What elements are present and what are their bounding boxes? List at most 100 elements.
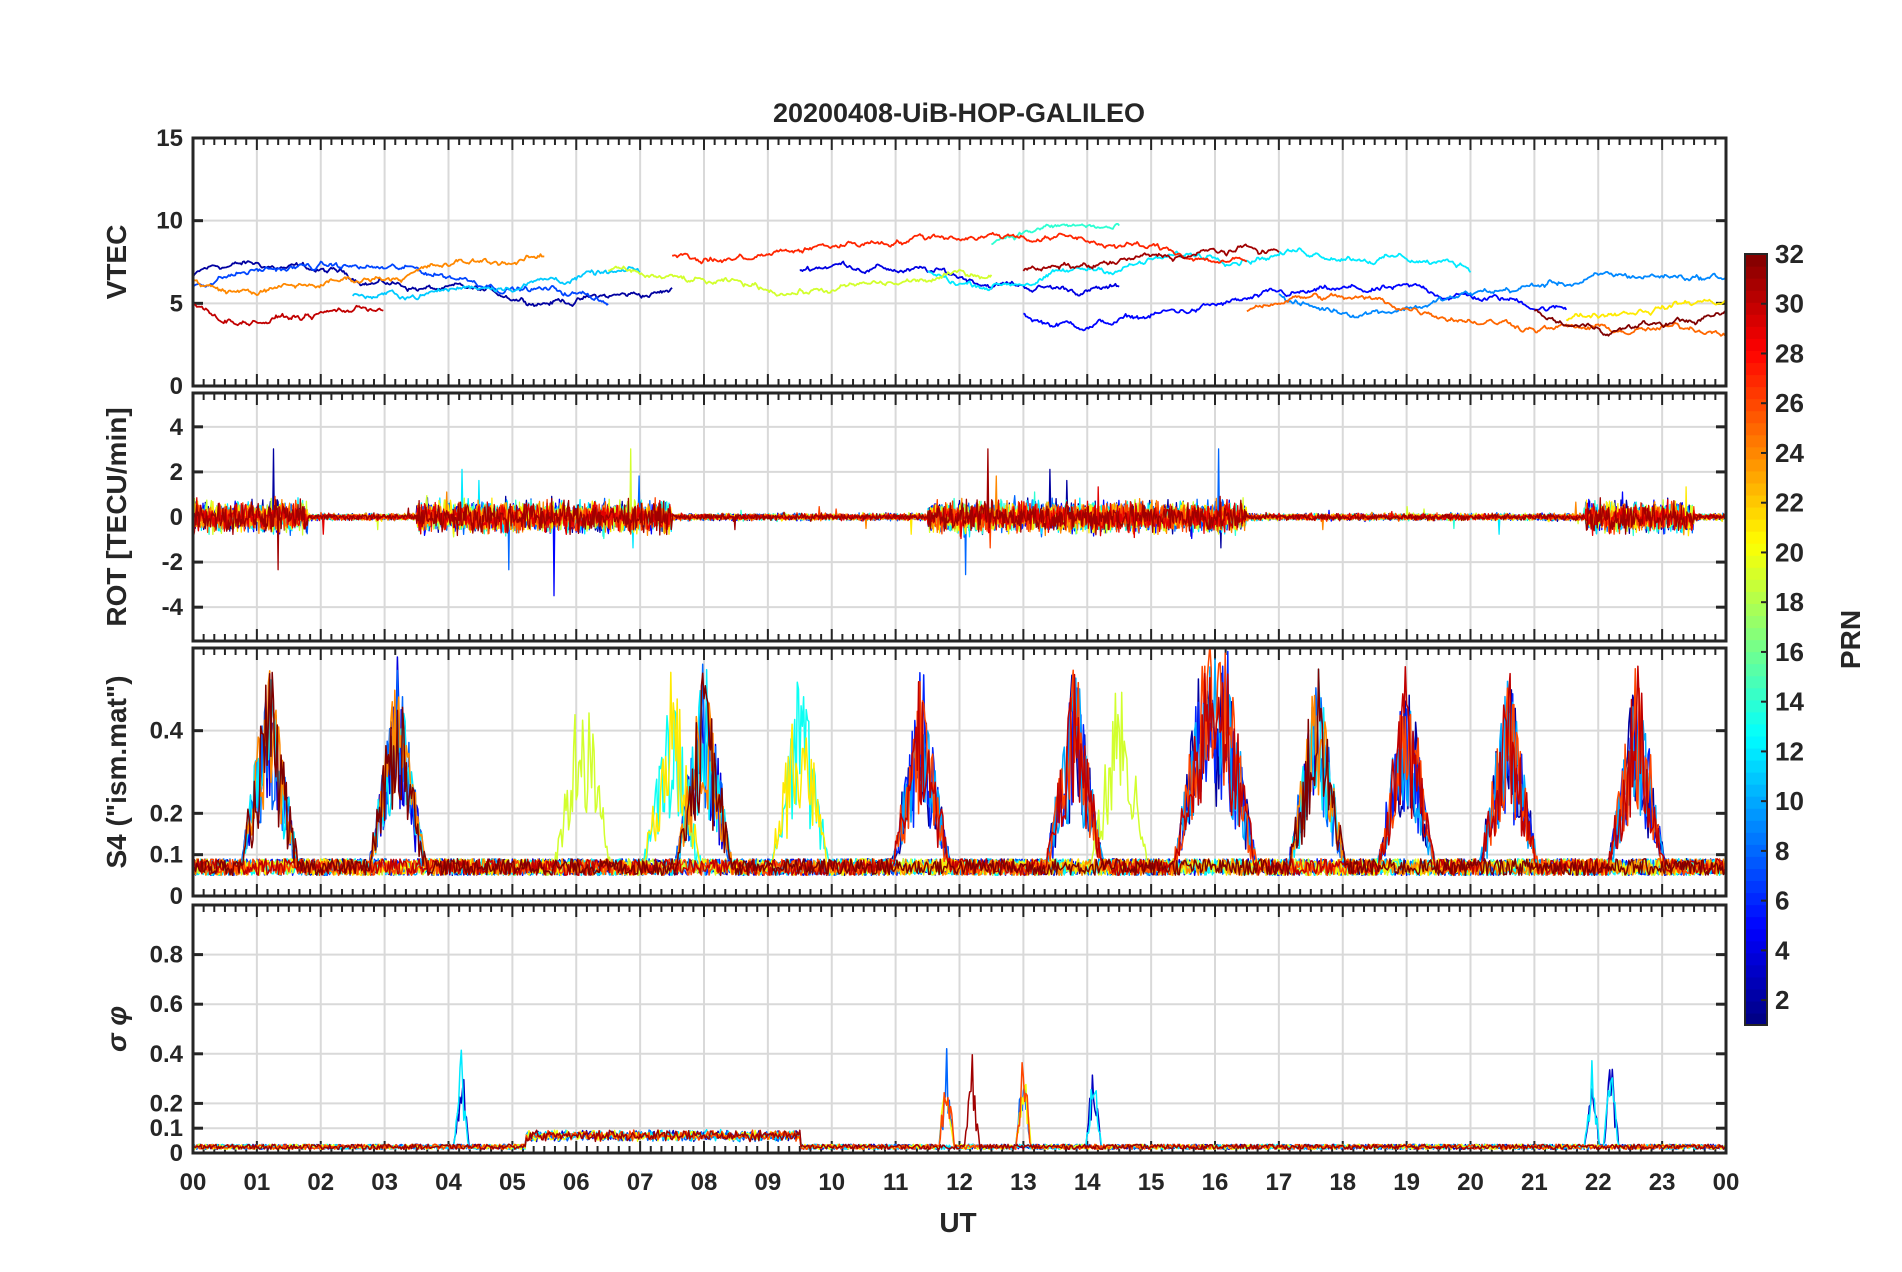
x-tick-label: 01 bbox=[244, 1169, 271, 1196]
axes-frame bbox=[191, 391, 1728, 643]
x-tick-label: 10 bbox=[818, 1169, 845, 1196]
data-series-line bbox=[672, 231, 1247, 265]
colorbar-segment bbox=[1745, 699, 1767, 713]
colorbar-segment bbox=[1745, 446, 1767, 460]
colorbar-segment bbox=[1745, 844, 1767, 857]
colorbar-segment bbox=[1745, 374, 1767, 388]
x-tick-label: 14 bbox=[1074, 1169, 1101, 1196]
y-tick-label: 0.8 bbox=[150, 942, 183, 969]
colorbar-segment bbox=[1745, 808, 1767, 821]
colorbar-segment bbox=[1745, 338, 1767, 351]
colorbar-segment bbox=[1745, 266, 1767, 279]
x-tick-label: 03 bbox=[371, 1169, 398, 1196]
x-tick-label: 06 bbox=[563, 1169, 590, 1196]
y-tick-label: 0.4 bbox=[150, 1041, 184, 1068]
colorbar-segment bbox=[1745, 964, 1767, 978]
colorbar-segment bbox=[1745, 916, 1767, 930]
colorbar-segment bbox=[1745, 952, 1767, 966]
colorbar-segment bbox=[1745, 711, 1767, 725]
colorbar-segment bbox=[1745, 723, 1767, 737]
colorbar-segment bbox=[1745, 687, 1767, 701]
x-tick-label: 12 bbox=[946, 1169, 973, 1196]
data-series-line bbox=[1565, 298, 1726, 322]
colorbar-segment bbox=[1745, 784, 1767, 797]
chart-title: 20200408-UiB-HOP-GALILEO bbox=[773, 98, 1145, 128]
colorbar-segment bbox=[1745, 591, 1767, 604]
colorbar-tick-label: 24 bbox=[1775, 438, 1804, 468]
colorbar-segment bbox=[1745, 494, 1767, 508]
colorbar-segment bbox=[1745, 759, 1767, 773]
colorbar-segment bbox=[1745, 290, 1767, 303]
colorbar-segment bbox=[1745, 422, 1767, 436]
colorbar-segment bbox=[1745, 314, 1767, 327]
colorbar-segment bbox=[1745, 928, 1767, 942]
data-series-line bbox=[193, 1054, 1726, 1151]
colorbar-tick-label: 4 bbox=[1775, 935, 1790, 965]
y-tick-label: 4 bbox=[170, 414, 184, 441]
colorbar-segment bbox=[1745, 615, 1767, 629]
x-tick-label: 22 bbox=[1585, 1169, 1612, 1196]
colorbar-tick-label: 20 bbox=[1775, 537, 1804, 567]
x-tick-label: 11 bbox=[883, 1169, 908, 1196]
sigma-phi-panel: 00.10.2 0.4 0.6 0.8 σ φ bbox=[101, 903, 1728, 1167]
colorbar-segment bbox=[1745, 892, 1767, 906]
y-tick-label: 0.6 bbox=[150, 991, 183, 1018]
data-series-line bbox=[193, 303, 384, 327]
y-tick-label: 15 bbox=[156, 125, 183, 152]
data-series-line bbox=[1533, 309, 1726, 337]
colorbar-segment bbox=[1745, 940, 1767, 954]
x-axis-label: UT bbox=[939, 1207, 976, 1238]
y-tick-label: -4 bbox=[162, 594, 184, 621]
colorbar-segment bbox=[1745, 278, 1767, 291]
colorbar-segment bbox=[1745, 506, 1767, 520]
colorbar-segment bbox=[1745, 362, 1767, 376]
colorbar-segment bbox=[1745, 470, 1767, 484]
vtec-panel: 0 5 10 15 VTEC bbox=[101, 125, 1728, 400]
data-series-line bbox=[193, 253, 545, 296]
x-tick-label: 16 bbox=[1202, 1169, 1229, 1196]
x-tick-label: 08 bbox=[691, 1169, 718, 1196]
axes-frame bbox=[191, 136, 1728, 388]
colorbar-segment bbox=[1745, 747, 1767, 761]
colorbar-tick-label: 26 bbox=[1775, 388, 1804, 418]
colorbar-tick-label: 10 bbox=[1775, 786, 1804, 816]
x-tick-label: 09 bbox=[755, 1169, 782, 1196]
colorbar-segment bbox=[1745, 651, 1767, 665]
colorbar-tick-label: 8 bbox=[1775, 836, 1789, 866]
colorbar-tick-label: 2 bbox=[1775, 985, 1789, 1015]
y-tick-label: 5 bbox=[170, 290, 183, 317]
colorbar-segment bbox=[1745, 482, 1767, 496]
colorbar-label: PRN bbox=[1835, 610, 1866, 669]
data-series-line bbox=[608, 265, 993, 297]
colorbar-segment bbox=[1745, 856, 1767, 869]
axes-frame bbox=[191, 646, 1728, 898]
data-series-line bbox=[352, 266, 641, 301]
y-tick-label: 0.4 bbox=[150, 718, 184, 745]
colorbar-segment bbox=[1745, 988, 1767, 1002]
data-series-line bbox=[991, 223, 1120, 246]
colorbar-segment bbox=[1745, 976, 1767, 990]
colorbar-segment bbox=[1745, 663, 1767, 677]
colorbar-segment bbox=[1745, 868, 1767, 882]
rot-panel: -4 -2 0 2 4 ROT [TECU/min] bbox=[101, 391, 1728, 643]
data-series-line bbox=[927, 247, 1472, 292]
colorbar-segment bbox=[1745, 1012, 1767, 1026]
data-series-line bbox=[1246, 292, 1726, 337]
colorbar-segment bbox=[1745, 386, 1767, 400]
colorbar-segment bbox=[1745, 735, 1767, 749]
data-series-line bbox=[1023, 282, 1568, 332]
y-tick-label: 0.1 bbox=[150, 842, 183, 869]
y-axis-label: σ φ bbox=[101, 1006, 132, 1052]
y-axis-label: VTEC bbox=[101, 225, 132, 300]
y-tick-label: 0.1 bbox=[150, 1115, 183, 1142]
y-tick-label: 0 bbox=[170, 504, 183, 531]
data-series-line bbox=[193, 668, 1726, 877]
colorbar-segment bbox=[1745, 398, 1767, 412]
colorbar-segment bbox=[1745, 302, 1767, 315]
colorbar-segment bbox=[1745, 567, 1767, 580]
colorbar-segment bbox=[1745, 434, 1767, 448]
colorbar-tick-label: 6 bbox=[1775, 886, 1789, 916]
colorbar-segment bbox=[1745, 639, 1767, 653]
colorbar-segment bbox=[1745, 543, 1767, 556]
